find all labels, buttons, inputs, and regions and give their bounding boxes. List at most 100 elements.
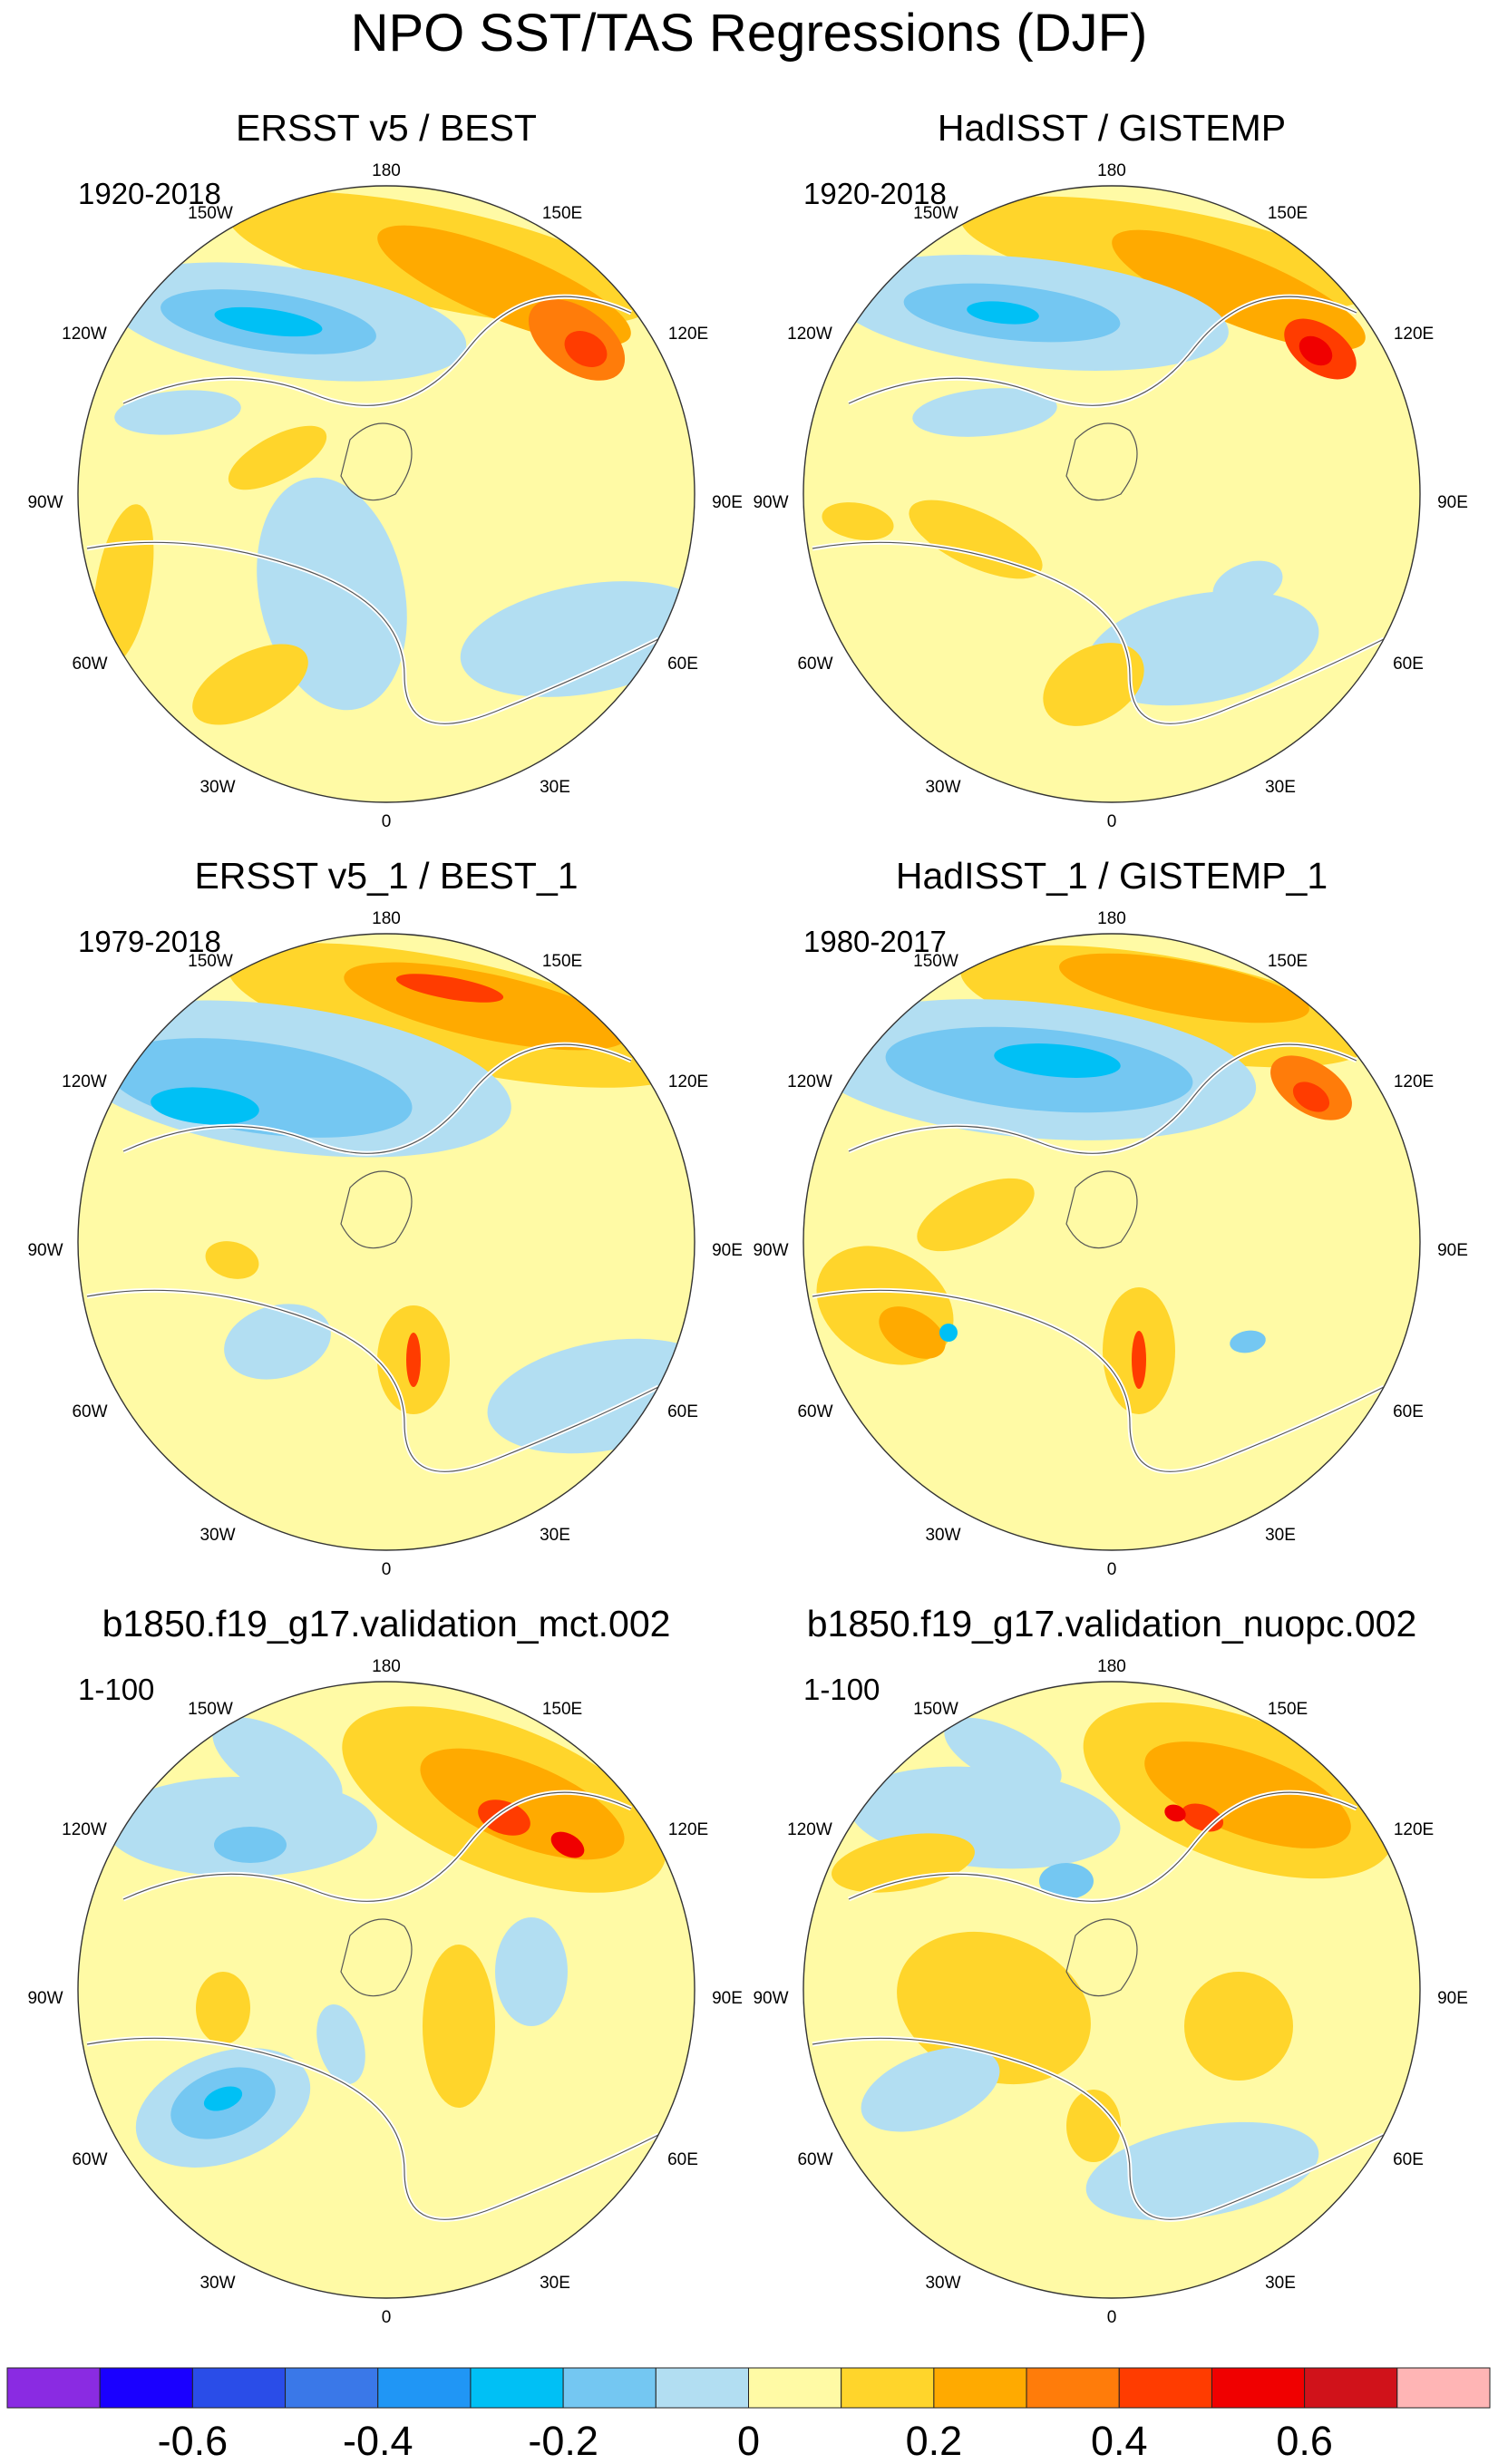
longitude-label: 120W: [787, 1072, 832, 1091]
coastline: [122, 1043, 632, 1154]
longitude-label: 30E: [1265, 778, 1296, 797]
figure-title: NPO SST/TAS Regressions (DJF): [351, 4, 1148, 63]
colorbar-segment: [1396, 2367, 1491, 2409]
longitude-label: 120E: [668, 1072, 708, 1091]
panel-title: ERSST v5 / BEST: [236, 107, 537, 149]
anomaly-region: [861, 2047, 1000, 2132]
colorbar: -0.6 -0.4 -0.2 0 0.2 0.4 0.6: [6, 2367, 1491, 2464]
longitude-label: 120W: [62, 1072, 107, 1091]
longitude-label: 120E: [1394, 325, 1434, 344]
anomaly-region: [564, 331, 608, 367]
colorbar-segment: [841, 2367, 935, 2409]
longitude-label: 150W: [913, 204, 958, 223]
longitude-label: 150E: [542, 952, 582, 971]
anomaly-region: [192, 644, 308, 725]
panel-title: HadISST_1 / GISTEMP_1: [896, 855, 1328, 897]
coastline: [812, 541, 1385, 724]
longitude-label: 150W: [188, 204, 233, 223]
longitude-label: 150E: [542, 1700, 582, 1719]
longitude-label: 90W: [753, 1989, 788, 2008]
anomaly-region: [944, 1717, 1062, 1791]
coastline: [848, 296, 1357, 406]
anomaly-region: [832, 1833, 975, 1893]
colorbar-segment: [1118, 2367, 1212, 2409]
colorbar-segment: [562, 2367, 657, 2409]
map-field: [78, 934, 695, 1550]
colorbar-segment: [748, 2367, 842, 2409]
longitude-label: 180: [372, 909, 401, 928]
anomaly-region: [822, 502, 894, 540]
map-field: [78, 186, 695, 802]
longitude-label: 150W: [913, 952, 958, 971]
anomaly-region: [151, 1087, 259, 1125]
longitude-label: 150W: [188, 1700, 233, 1719]
colorbar-segment: [1026, 2367, 1120, 2409]
panel-title: HadISST / GISTEMP: [938, 107, 1286, 149]
longitude-label: 0: [1107, 2308, 1117, 2327]
anomaly-region: [1292, 1082, 1330, 1112]
longitude-label: 30E: [1265, 2274, 1296, 2293]
longitude-label: 180: [1097, 161, 1126, 180]
longitude-label: 60E: [1393, 2150, 1424, 2169]
longitude-label: 60E: [667, 2150, 698, 2169]
coastline: [340, 422, 413, 501]
anomaly-region: [917, 1178, 1035, 1252]
map-border: [77, 1681, 696, 2299]
longitude-label: 90W: [27, 1989, 63, 2008]
longitude-label: 120W: [787, 1820, 832, 1839]
map-field: [803, 1682, 1420, 2298]
longitude-label: 120E: [1394, 1820, 1434, 1839]
colorbar-tick-label: -0.2: [528, 2418, 598, 2464]
coastline: [122, 1791, 632, 1902]
colorbar-segment: [1304, 2367, 1398, 2409]
longitude-label: 30E: [540, 778, 570, 797]
longitude-label: 60E: [667, 655, 698, 674]
longitude-label: 60W: [72, 2150, 107, 2169]
map-panel: b1850.f19_g17.validation_mct.002 1-100 180…: [27, 1603, 742, 2327]
anomaly-region: [203, 2086, 243, 2111]
map-field: [78, 1682, 695, 2298]
longitude-label: 150E: [1268, 952, 1308, 971]
anomaly-region: [909, 500, 1043, 579]
longitude-label: 60E: [1393, 1402, 1424, 1421]
coastline: [86, 2037, 659, 2220]
longitude-label: 90W: [753, 1241, 788, 1260]
colorbar-segment: [191, 2367, 287, 2409]
longitude-label: 180: [372, 1657, 401, 1676]
coastline: [848, 1043, 1357, 1154]
coastline: [86, 541, 659, 724]
colorbar-tick-label: 0: [737, 2418, 760, 2464]
coastline: [848, 1791, 1357, 1902]
map-panel: HadISST / GISTEMP 1920-2018 180 150E 120E 90E…: [753, 107, 1467, 831]
anomaly-region: [912, 388, 1057, 437]
longitude-label: 30W: [925, 778, 960, 797]
anomaly-region: [550, 1831, 585, 1858]
colorbar-tick-label: 0.6: [1276, 2418, 1333, 2464]
longitude-label: 150E: [542, 204, 582, 223]
map-field: [803, 186, 1420, 802]
panel-title: b1850.f19_g17.validation_mct.002: [102, 1603, 671, 1644]
longitude-label: 60W: [72, 1402, 107, 1421]
longitude-label: 180: [372, 161, 401, 180]
coastline: [340, 1918, 413, 1997]
longitude-label: 90W: [753, 493, 788, 512]
colorbar-segment: [6, 2367, 101, 2409]
map-border: [77, 185, 696, 803]
anomaly-region: [967, 301, 1039, 325]
anomaly-region: [879, 1306, 946, 1359]
coastline: [1065, 1170, 1138, 1249]
coastline: [1065, 422, 1138, 501]
colorbar-segment: [655, 2367, 749, 2409]
colorbar-tick-label: -0.6: [158, 2418, 229, 2464]
anomaly-region: [212, 1717, 343, 1809]
anomaly-region: [1085, 590, 1319, 706]
longitude-label: 120E: [1394, 1072, 1434, 1091]
panel-title: ERSST v5_1 / BEST_1: [194, 855, 578, 897]
panel-period: 1980-2017: [803, 925, 947, 958]
longitude-label: 90E: [1437, 1241, 1468, 1260]
longitude-label: 120E: [668, 325, 708, 344]
anomaly-region: [1164, 1804, 1186, 1822]
anomaly-region: [1144, 1741, 1351, 1848]
map-panel: b1850.f19_g17.validation_nuopc.002 1-100 1…: [753, 1603, 1467, 2327]
